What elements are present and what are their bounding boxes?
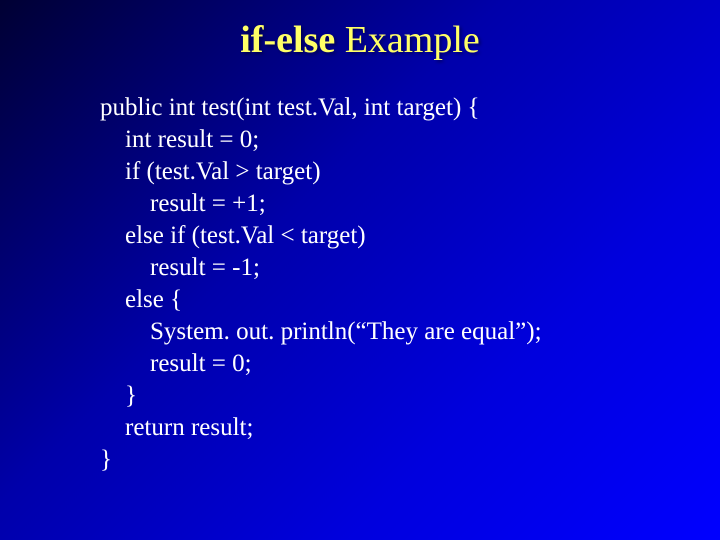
slide: if-else Example public int test(int test… xyxy=(0,0,720,540)
code-block: public int test(int test.Val, int target… xyxy=(0,62,720,476)
slide-title: if-else Example xyxy=(0,0,720,62)
title-rest-part: Example xyxy=(335,19,480,61)
title-bold-part: if-else xyxy=(240,19,335,61)
